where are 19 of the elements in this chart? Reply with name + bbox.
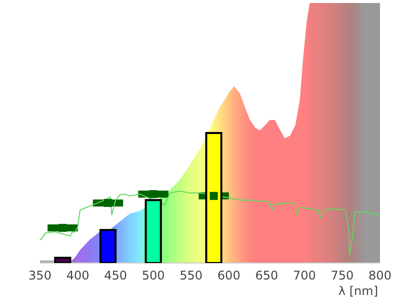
x-axis-title: λ [nm] bbox=[338, 284, 378, 298]
point bbox=[104, 198, 112, 207]
x-tick-label: 550 bbox=[180, 268, 203, 283]
bar bbox=[205, 132, 222, 263]
x-tick-label: 400 bbox=[66, 268, 90, 283]
bar bbox=[144, 199, 162, 263]
bar bbox=[54, 256, 72, 263]
x-tick-label: 750 bbox=[330, 268, 354, 283]
x-tick-label: 700 bbox=[292, 268, 316, 283]
bar bbox=[99, 228, 117, 263]
x-tick-label: 650 bbox=[255, 268, 278, 283]
point bbox=[149, 190, 158, 198]
x-tick-label: 450 bbox=[104, 268, 128, 283]
x-tick-label: 350 bbox=[28, 268, 52, 283]
point bbox=[210, 192, 218, 200]
point bbox=[58, 224, 67, 232]
x-tick-label: 600 bbox=[217, 268, 240, 283]
x-tick-label: 800 bbox=[368, 268, 392, 283]
x-tick-label: 500 bbox=[142, 268, 165, 283]
